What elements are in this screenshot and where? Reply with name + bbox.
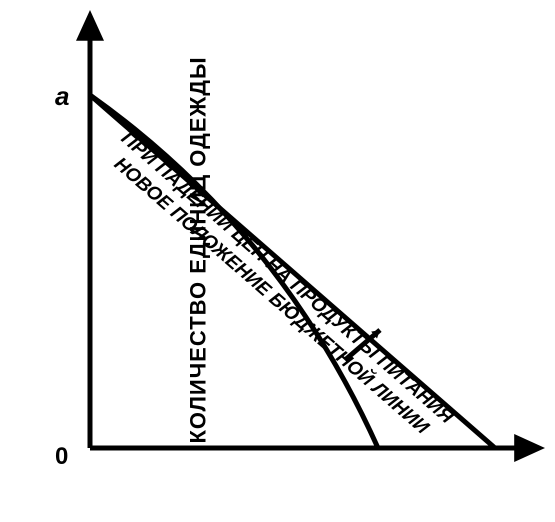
y-axis-label: КОЛИЧЕСТВО ЕДИНИЦ ОДЕЖДЫ bbox=[186, 56, 212, 443]
chart-svg: НОВОЕ ПОЛОЖЕНИЕ БЮДЖЕТНОЙ ЛИНИИПРИ ПАДЕН… bbox=[0, 0, 555, 522]
budget-line-chart: НОВОЕ ПОЛОЖЕНИЕ БЮДЖЕТНОЙ ЛИНИИПРИ ПАДЕН… bbox=[0, 0, 555, 522]
origin-label: 0 bbox=[55, 443, 68, 471]
annotation-line-2: ПРИ ПАДЕНИИ ЦЕН НА ПРОДУКТЫ ПИТАНИЯ bbox=[117, 128, 458, 429]
x-axis-arrowhead bbox=[514, 434, 545, 462]
annotation-line-1: НОВОЕ ПОЛОЖЕНИЕ БЮДЖЕТНОЙ ЛИНИИ bbox=[110, 153, 433, 439]
y-axis-arrowhead bbox=[76, 10, 104, 41]
point-a-label: a bbox=[55, 81, 69, 112]
